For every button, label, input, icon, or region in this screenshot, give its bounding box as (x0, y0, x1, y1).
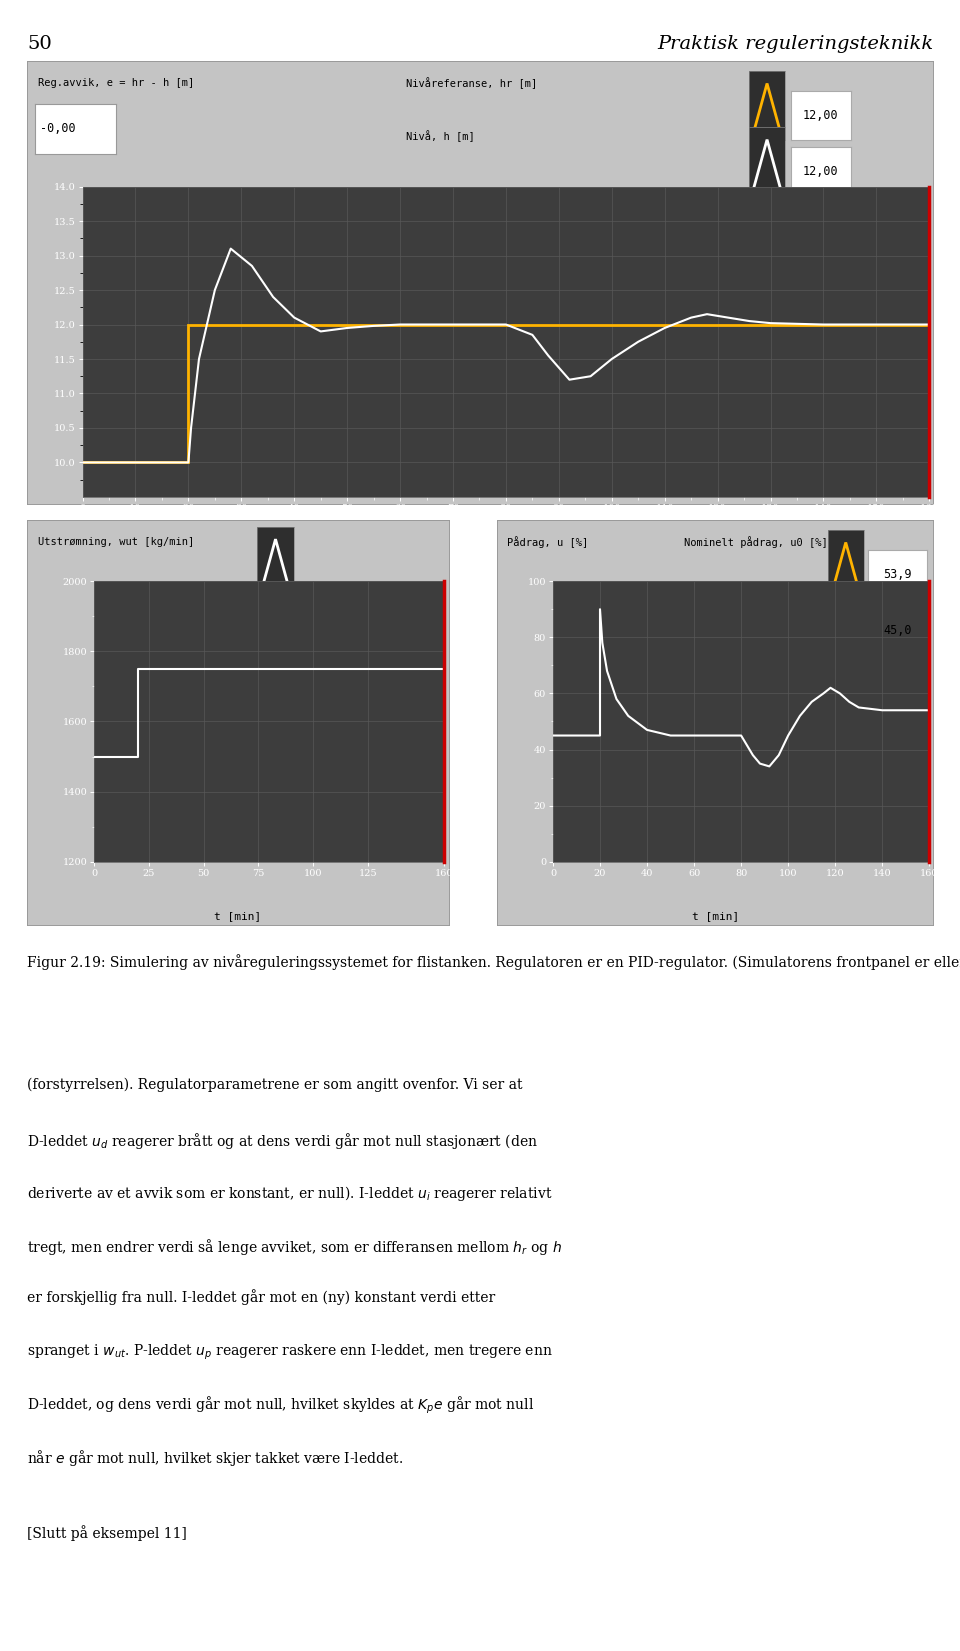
Text: D-leddet $u_d$ reagerer brått og at dens verdi går mot null stasjonært (den: D-leddet $u_d$ reagerer brått og at dens… (27, 1131, 538, 1151)
Text: 53,9: 53,9 (883, 568, 912, 581)
Text: deriverte av et avvik som er konstant, er null). I-leddet $u_i$ reagerer relativ: deriverte av et avvik som er konstant, e… (27, 1184, 552, 1204)
Text: Figur 2.19: Simulering av nivåreguleringssystemet for flistanken. Regulatoren er: Figur 2.19: Simulering av nivåregulering… (27, 954, 960, 971)
Text: [Slutt på eksempel 11]: [Slutt på eksempel 11] (27, 1526, 187, 1542)
Text: når $e$ går mot null, hvilket skjer takket være I-leddet.: når $e$ går mot null, hvilket skjer takk… (27, 1448, 403, 1468)
Text: D-leddet, og dens verdi går mot null, hvilket skyldes at $K_p e$ går mot null: D-leddet, og dens verdi går mot null, hv… (27, 1395, 534, 1417)
Text: Nominelt pådrag, u0 [%]: Nominelt pådrag, u0 [%] (684, 537, 828, 548)
Text: t [min]: t [min] (214, 911, 262, 921)
Text: -0,00: -0,00 (40, 122, 76, 135)
Text: Nivå, h [m]: Nivå, h [m] (406, 130, 475, 142)
Text: 45,0: 45,0 (883, 624, 912, 637)
Text: Praktisk reguleringsteknikk: Praktisk reguleringsteknikk (657, 35, 933, 53)
Text: er forskjellig fra null. I-leddet går mot en (ny) konstant verdi etter: er forskjellig fra null. I-leddet går mo… (27, 1289, 495, 1306)
Text: Nivåreferanse, hr [m]: Nivåreferanse, hr [m] (406, 78, 538, 89)
Text: Pådrag, u [%]: Pådrag, u [%] (507, 537, 588, 548)
Text: t [min]: t [min] (691, 911, 739, 921)
Text: 50: 50 (27, 35, 52, 53)
Text: spranget i $w_{ut}$. P-leddet $u_p$ reagerer raskere enn I-leddet, men tregere e: spranget i $w_{ut}$. P-leddet $u_p$ reag… (27, 1342, 553, 1362)
Text: Utstrømning, wut [kg/min]: Utstrømning, wut [kg/min] (38, 537, 195, 546)
Text: (forstyrrelsen). Regulatorparametrene er som angitt ovenfor. Vi ser at: (forstyrrelsen). Regulatorparametrene er… (27, 1078, 522, 1093)
Text: 12,00: 12,00 (803, 165, 839, 178)
Text: tregt, men endrer verdi så lenge avviket, som er differansen mellom $h_r$ og $h$: tregt, men endrer verdi så lenge avviket… (27, 1237, 562, 1256)
Text: 12,00: 12,00 (803, 109, 839, 122)
Text: Reg.avvik, e = hr - h [m]: Reg.avvik, e = hr - h [m] (38, 78, 195, 88)
